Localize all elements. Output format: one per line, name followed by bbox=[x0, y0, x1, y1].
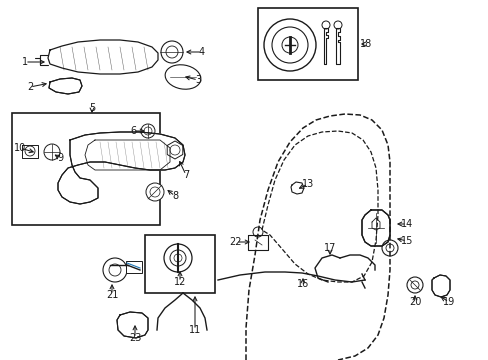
Circle shape bbox=[44, 144, 60, 160]
Text: 5: 5 bbox=[89, 103, 95, 113]
Text: 15: 15 bbox=[400, 236, 412, 246]
Bar bbox=[145, 235, 215, 293]
Circle shape bbox=[141, 124, 155, 138]
Text: 17: 17 bbox=[323, 243, 336, 253]
Text: 7: 7 bbox=[183, 170, 189, 180]
Polygon shape bbox=[49, 78, 82, 94]
Polygon shape bbox=[117, 312, 148, 338]
Circle shape bbox=[174, 254, 182, 262]
Text: 14: 14 bbox=[400, 219, 412, 229]
Text: 22: 22 bbox=[229, 237, 242, 247]
Circle shape bbox=[282, 37, 297, 53]
Circle shape bbox=[163, 244, 192, 272]
Circle shape bbox=[150, 187, 160, 197]
Circle shape bbox=[109, 264, 121, 276]
Text: 4: 4 bbox=[199, 47, 204, 57]
Circle shape bbox=[410, 281, 418, 289]
Text: 12: 12 bbox=[173, 277, 186, 287]
Circle shape bbox=[143, 127, 152, 135]
Text: 8: 8 bbox=[172, 191, 178, 201]
Polygon shape bbox=[361, 210, 389, 246]
Polygon shape bbox=[58, 132, 184, 204]
Circle shape bbox=[406, 277, 422, 293]
Text: 23: 23 bbox=[128, 333, 141, 343]
Text: 9: 9 bbox=[57, 153, 63, 163]
Circle shape bbox=[381, 240, 397, 256]
Circle shape bbox=[103, 258, 127, 282]
Bar bbox=[12, 113, 160, 225]
Polygon shape bbox=[431, 275, 449, 297]
Circle shape bbox=[146, 183, 163, 201]
Circle shape bbox=[165, 46, 178, 58]
Circle shape bbox=[170, 145, 180, 155]
Circle shape bbox=[25, 146, 35, 156]
Circle shape bbox=[271, 27, 307, 63]
Text: 3: 3 bbox=[195, 75, 201, 85]
Circle shape bbox=[264, 19, 315, 71]
Text: 6: 6 bbox=[130, 126, 136, 136]
Circle shape bbox=[170, 250, 185, 266]
Bar bbox=[126, 261, 142, 273]
Text: 11: 11 bbox=[188, 325, 201, 335]
Circle shape bbox=[385, 244, 393, 252]
Text: 16: 16 bbox=[296, 279, 308, 289]
Text: 1: 1 bbox=[22, 57, 28, 67]
Circle shape bbox=[252, 227, 263, 237]
Text: 13: 13 bbox=[301, 179, 313, 189]
Text: 21: 21 bbox=[105, 290, 118, 300]
Text: 20: 20 bbox=[408, 297, 420, 307]
Bar bbox=[258, 8, 357, 80]
Text: 10: 10 bbox=[14, 143, 26, 153]
Circle shape bbox=[161, 41, 183, 63]
Text: 19: 19 bbox=[442, 297, 454, 307]
Text: 2: 2 bbox=[27, 82, 33, 92]
Ellipse shape bbox=[165, 65, 201, 89]
Text: 18: 18 bbox=[359, 39, 371, 49]
